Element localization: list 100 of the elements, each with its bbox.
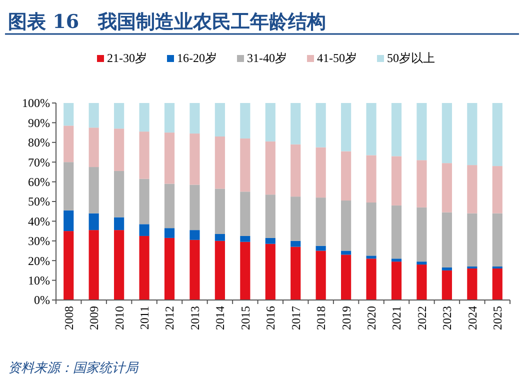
bar (139, 236, 150, 300)
bar (290, 144, 301, 197)
bar (265, 194, 276, 238)
bar (366, 258, 376, 300)
bar (391, 156, 402, 206)
bar (316, 147, 326, 198)
bar (214, 234, 225, 241)
bar (366, 202, 376, 256)
bar (366, 155, 376, 202)
bar (139, 103, 150, 132)
bar (416, 262, 427, 265)
bar (64, 162, 74, 210)
bar (265, 244, 276, 300)
bar (265, 103, 276, 142)
y-tick-label: 60% (28, 175, 50, 189)
bar (467, 103, 478, 166)
bar (316, 246, 326, 251)
x-tick-label: 2016 (264, 306, 278, 330)
chart-title: 图表 16 我国制造业农民工年龄结构 (8, 11, 326, 33)
y-tick-label: 100% (22, 96, 50, 110)
legend-label: 50岁以上 (387, 51, 435, 65)
y-tick-label: 40% (28, 214, 50, 228)
bar (341, 151, 352, 201)
bar (366, 103, 376, 156)
bar (467, 268, 478, 300)
bar (416, 207, 427, 262)
bar (391, 258, 402, 262)
bar (341, 200, 352, 251)
bar (64, 210, 74, 232)
bar (290, 196, 301, 241)
bar (391, 205, 402, 259)
bar (88, 230, 99, 300)
bar (214, 240, 225, 300)
x-tick-label: 2022 (414, 306, 429, 330)
bar (442, 163, 452, 212)
legend-label: 21-30岁 (107, 51, 147, 65)
bar (290, 103, 301, 144)
x-tick-label: 2014 (213, 306, 228, 330)
bar (88, 167, 99, 214)
x-tick-label: 2025 (490, 306, 505, 330)
bar (139, 178, 150, 224)
legend-label: 41-50岁 (317, 51, 357, 65)
x-tick-label: 2018 (314, 306, 328, 330)
y-tick-label: 0% (34, 293, 50, 308)
bar (316, 103, 326, 148)
bar (164, 103, 175, 133)
bar (341, 254, 352, 300)
bar (164, 228, 175, 238)
bar (64, 103, 74, 126)
bar (190, 240, 200, 300)
bar (366, 256, 376, 259)
bar (190, 184, 200, 230)
bar (164, 238, 175, 300)
bar (114, 170, 124, 218)
bar (416, 264, 427, 300)
bar (492, 166, 502, 214)
text: 资料来源：国家统计局 (8, 360, 139, 375)
bar (240, 242, 250, 300)
bar (139, 132, 150, 179)
x-tick-label: 2009 (87, 306, 102, 330)
bar (290, 240, 301, 247)
bar (316, 198, 326, 246)
bar (492, 268, 502, 300)
bar (240, 192, 250, 236)
y-tick-label: 80% (28, 136, 50, 150)
bar (114, 230, 124, 300)
legend-label: 31-40岁 (247, 51, 287, 65)
bar (442, 267, 452, 270)
x-tick-label: 2011 (137, 306, 152, 330)
bar (190, 134, 200, 185)
bar (442, 270, 452, 300)
x-tick-label: 2012 (162, 306, 177, 330)
bar (114, 103, 124, 129)
bar (391, 262, 402, 300)
bar (88, 213, 99, 230)
bar (64, 231, 74, 300)
bar (240, 138, 250, 192)
bar (114, 128, 124, 171)
x-tick-label: 2024 (465, 306, 480, 330)
bar (316, 250, 326, 300)
bar (416, 103, 427, 160)
bar (416, 160, 427, 208)
bar (492, 213, 502, 267)
bar (290, 246, 301, 300)
bar (442, 103, 452, 164)
bar (467, 165, 478, 214)
y-tick-label: 30% (28, 234, 50, 248)
bar (214, 103, 225, 136)
bar (164, 184, 175, 228)
bar (265, 141, 276, 195)
bar (492, 103, 502, 166)
x-tick-label: 2021 (390, 306, 404, 330)
x-tick-label: 2015 (238, 306, 252, 330)
bar (265, 238, 276, 244)
bar (467, 213, 478, 267)
bar (214, 136, 225, 189)
x-tick-label: 2019 (339, 306, 354, 330)
bar (442, 212, 452, 268)
x-tick-label: 2010 (112, 306, 126, 330)
bar (240, 236, 250, 242)
